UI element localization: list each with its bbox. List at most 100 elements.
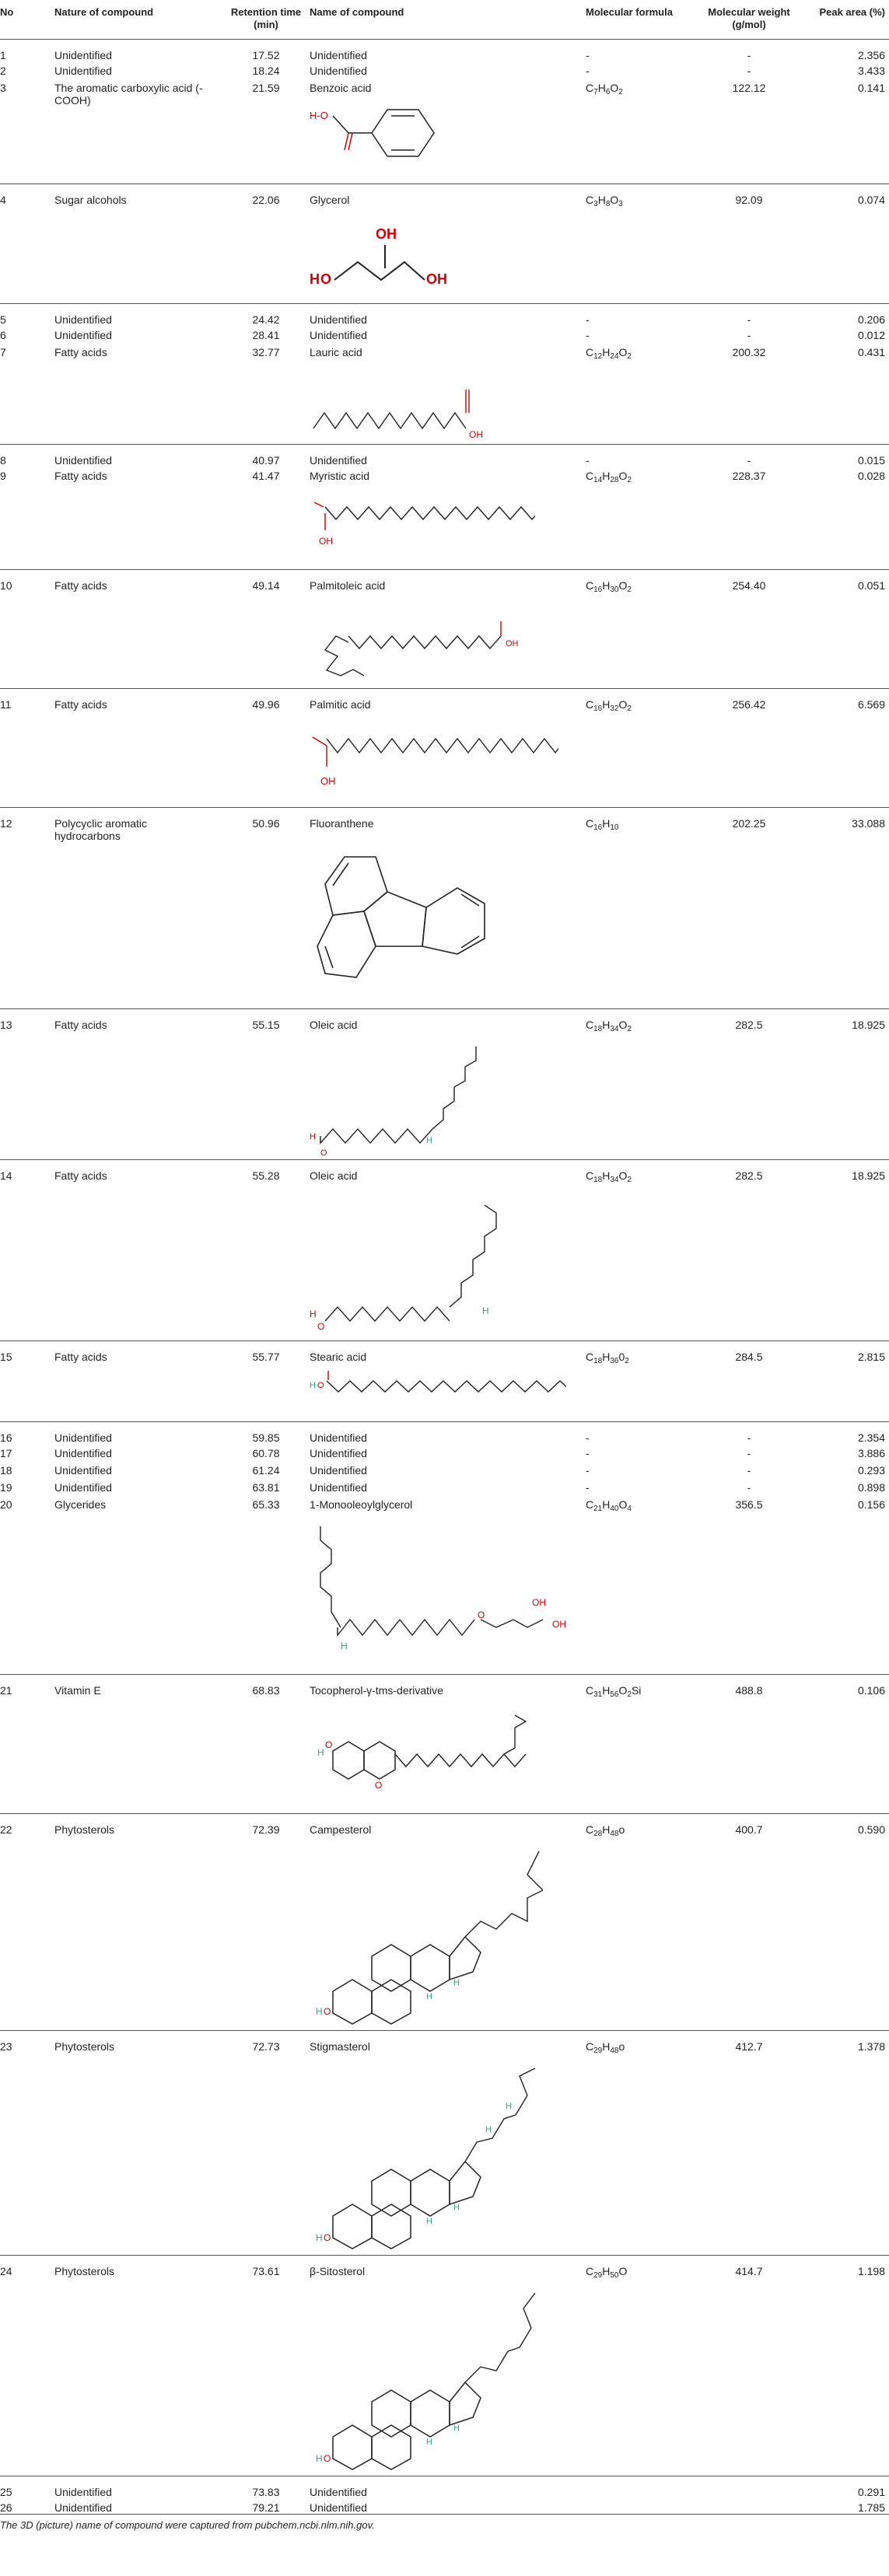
cell-molecular-weight: 256.42 (732, 698, 766, 711)
svg-text:O: O (478, 1610, 485, 1620)
cell-formula: C12H24O2 (586, 343, 691, 445)
cell-molecular-weight: 282.5 (735, 1019, 763, 1031)
cell-formula: - (586, 1444, 691, 1461)
svg-text:O: O (324, 2453, 331, 2464)
cell-molecular-weight: 282.5 (735, 1169, 763, 1182)
formula-subscript: 50 (610, 2271, 619, 2280)
formula-text: - (586, 313, 590, 326)
table-row: 22 Phytosterols 72.39 Campesterol H O H … (0, 1814, 889, 2031)
formula-element: Si (631, 1684, 642, 1697)
svg-text:H: H (316, 2006, 323, 2017)
cell-retention-time: 65.33 (252, 1498, 280, 1511)
header-retention-time: Retention time (min) (230, 6, 302, 30)
cell-peak-area: 18.925 (852, 1169, 885, 1182)
cell-formula (586, 2476, 691, 2499)
header-formula: Molecular formula (586, 6, 673, 18)
cell-peak-area: 1.785 (857, 2501, 885, 2514)
formula-subscript: 14 (593, 476, 603, 484)
svg-text:OH: OH (319, 536, 333, 547)
formula-subscript: 48 (610, 1830, 619, 1838)
cell-retention-time: 18.24 (252, 65, 280, 77)
cell-peak-area: 0.141 (857, 82, 885, 94)
cell-nature: The aromatic carboxylic acid (-COOH) (54, 82, 203, 107)
formula-element: C (586, 346, 594, 358)
formula-subscript: 16 (593, 823, 603, 832)
cell-nature: Unidentified (54, 1431, 112, 1444)
compound-name: Benzoic acid (310, 82, 372, 94)
svg-text:H: H (317, 1747, 324, 1758)
formula-element: C (586, 194, 594, 206)
svg-text:OH: OH (426, 271, 447, 287)
structure-image: OH (310, 599, 586, 685)
cell-nature: Fatty acids (54, 698, 107, 711)
compound-name: Palmitoleic acid (310, 579, 386, 592)
cell-name: Tocopherol-γ-tms-derivative H O O (310, 1675, 586, 1814)
cell-peak-area: 0.074 (857, 194, 885, 206)
compound-name: Oleic acid (310, 1019, 358, 1031)
cell-peak-area: 2.354 (857, 1431, 885, 1444)
svg-text:H: H (341, 1641, 348, 1652)
cell-no: 21 (0, 1684, 12, 1697)
formula-subscript: 7 (593, 88, 598, 96)
compound-name: Unidentified (310, 2501, 367, 2514)
cell-formula: - (586, 445, 691, 467)
header-row: No Nature of compound Retention time (mi… (0, 0, 889, 40)
svg-text:H: H (453, 1978, 460, 1987)
formula-subscript: 31 (593, 1690, 603, 1699)
table-row: 4 Sugar alcohols 22.06 Glycerol OH H O O… (0, 184, 889, 304)
cell-no: 17 (0, 1447, 12, 1459)
formula-subscript: 2 (625, 1357, 629, 1365)
cell-retention-time: 28.41 (252, 329, 280, 341)
structure-image (310, 837, 586, 1008)
cell-nature: Phytosterols (54, 2040, 115, 2053)
formula-element: H (602, 1169, 611, 1182)
cell-retention-time: 24.42 (252, 313, 280, 326)
compound-table: No Nature of compound Retention time (mi… (0, 0, 889, 2515)
cell-formula: C29H48o (586, 2031, 691, 2256)
formula-subscript: 36 (610, 1357, 619, 1365)
svg-text:H: H (485, 2125, 492, 2134)
table-row: 17 Unidentified 60.78 Unidentified - - 3… (0, 1444, 889, 1461)
table-row: 12 Polycyclic aromatic hydrocarbons 50.9… (0, 808, 889, 1009)
formula-element: H (602, 1498, 611, 1511)
formula-element: C (586, 1498, 594, 1511)
table-row: 7 Fatty acids 32.77 Lauric acid OH C12H2… (0, 343, 889, 445)
formula-element: C (586, 2040, 594, 2053)
cell-no: 10 (0, 579, 12, 592)
table-row: 9 Fatty acids 41.47 Myristic acid OH C14… (0, 467, 889, 570)
formula-element: O (618, 2265, 628, 2277)
table-row: 15 Fatty acids 55.77 Stearic acid H O C1… (0, 1341, 889, 1422)
table-row: 20 Glycerides 65.33 1-Monooleoylglycerol… (0, 1495, 889, 1675)
structure-image: OH (310, 718, 586, 804)
cell-no: 5 (0, 313, 6, 326)
cell-nature: Unidentified (54, 1481, 112, 1494)
compound-name: β-Sitosterol (310, 2265, 366, 2277)
cell-nature: Fatty acids (54, 1169, 107, 1182)
formula-element: C (586, 1823, 594, 1836)
structure-image: H O H (310, 1039, 586, 1155)
formula-element: C (586, 579, 594, 592)
cell-formula: C16H10 (586, 808, 691, 1009)
table-row: 1 Unidentified 17.52 Unidentified - - 2.… (0, 40, 889, 61)
formula-subscript: 2 (627, 1025, 632, 1033)
cell-retention-time: 55.28 (252, 1169, 280, 1182)
cell-peak-area: 1.198 (857, 2265, 885, 2277)
cell-name: Stigmasterol H O H H H H (310, 2031, 586, 2256)
compound-name: Stigmasterol (310, 2040, 370, 2053)
cell-nature: Fatty acids (54, 1351, 107, 1363)
svg-text:O: O (324, 2232, 331, 2243)
cell-name: Campesterol H O H H (310, 1814, 586, 2031)
cell-peak-area: 1.378 (857, 2040, 885, 2053)
svg-text:H: H (453, 2424, 460, 2433)
table-row: 10 Fatty acids 49.14 Palmitoleic acid OH… (0, 570, 889, 689)
cell-peak-area: 0.291 (857, 2486, 885, 2498)
cell-nature: Fatty acids (54, 470, 107, 482)
formula-text: - (586, 1481, 590, 1494)
formula-subscript: 21 (593, 1505, 603, 1513)
table-row: 8 Unidentified 40.97 Unidentified - - 0.… (0, 445, 889, 467)
formula-element: H (602, 579, 611, 592)
compound-name: Unidentified (310, 313, 367, 326)
formula-element: O (618, 579, 628, 592)
cell-name: Unidentified (310, 40, 586, 61)
formula-subscript: 34 (610, 1025, 619, 1033)
